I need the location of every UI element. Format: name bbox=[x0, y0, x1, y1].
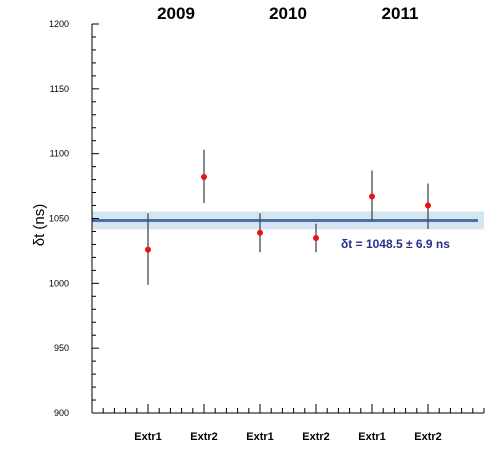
y-tick-label: 1100 bbox=[50, 149, 69, 159]
y-tick-label: 1000 bbox=[49, 278, 69, 288]
data-point bbox=[145, 246, 151, 253]
x-category-label: Extr2 bbox=[414, 431, 442, 443]
y-tick-label: 1150 bbox=[50, 84, 69, 94]
x-category-label: Extr2 bbox=[190, 431, 218, 443]
fit-band-layer bbox=[92, 211, 484, 230]
year-label: 2011 bbox=[382, 4, 419, 23]
y-tick-label: 1200 bbox=[49, 19, 69, 29]
data-layer bbox=[145, 149, 431, 285]
axis-layer: 900 950 1000 1050 1100 1150 1200 Extr1 Extr2 Extr… bbox=[49, 4, 485, 443]
x-category-label: Extr1 bbox=[358, 431, 386, 443]
y-axis-label: δt (ns) bbox=[31, 204, 48, 247]
data-point bbox=[313, 234, 319, 241]
y-tick-label: 900 bbox=[54, 408, 69, 418]
year-label: 2009 bbox=[157, 4, 195, 23]
data-point bbox=[201, 174, 207, 181]
data-point bbox=[425, 202, 431, 209]
data-point bbox=[369, 193, 375, 200]
x-category-label: Extr1 bbox=[246, 431, 274, 443]
y-tick-label: 950 bbox=[54, 343, 69, 353]
fit-annotation: δt = 1048.5 ± 6.9 ns bbox=[341, 237, 450, 251]
x-category-label: Extr1 bbox=[134, 431, 162, 443]
y-tick-label: 1050 bbox=[49, 214, 69, 224]
data-point bbox=[257, 229, 263, 236]
year-label: 2010 bbox=[269, 4, 307, 23]
x-category-label: Extr2 bbox=[302, 431, 330, 443]
